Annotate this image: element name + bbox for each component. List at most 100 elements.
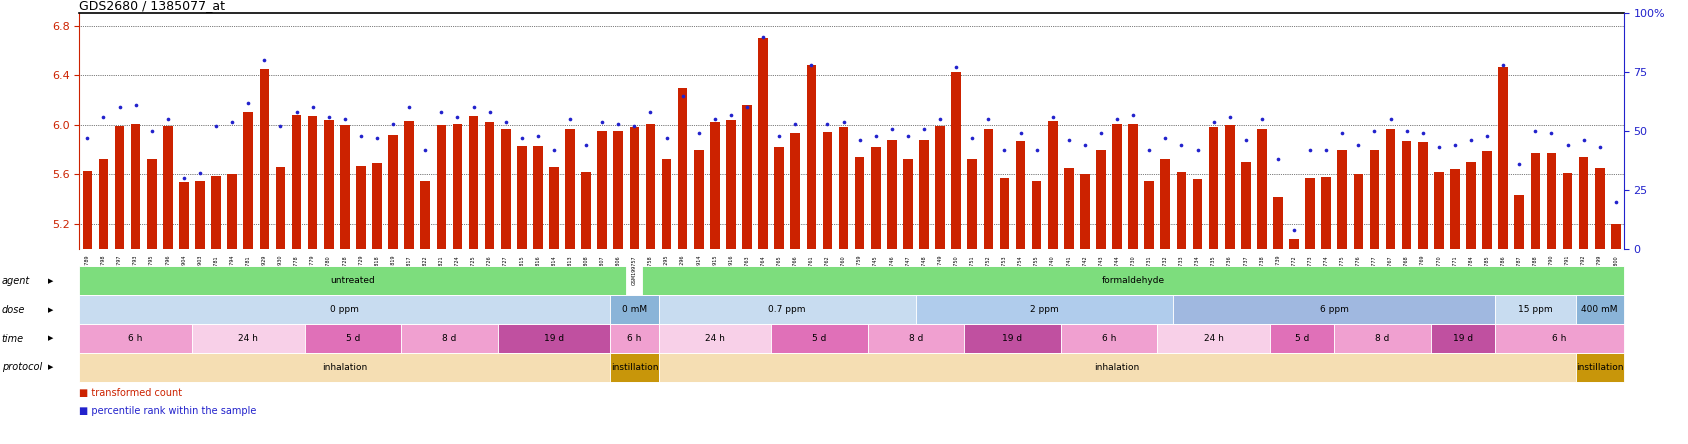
Point [170, 174, 197, 182]
Point [252, 57, 279, 64]
Bar [1435, 172, 1443, 249]
Text: 0 mM: 0 mM [621, 305, 647, 314]
Bar [1322, 177, 1332, 249]
Text: 0 ppm: 0 ppm [331, 305, 360, 314]
Point [1457, 137, 1484, 144]
Text: 24 h: 24 h [706, 334, 724, 343]
Point [927, 115, 954, 123]
Text: ▶: ▶ [47, 307, 54, 313]
Bar [1209, 127, 1219, 249]
Point [1442, 142, 1469, 149]
Point [766, 132, 793, 139]
Text: 6 h: 6 h [628, 334, 641, 343]
Text: 8 d: 8 d [442, 334, 456, 343]
Bar [1048, 121, 1058, 249]
Point [299, 104, 326, 111]
Bar [581, 172, 591, 249]
Point [1087, 130, 1114, 137]
Bar [1305, 178, 1315, 249]
Text: 6 h: 6 h [1102, 334, 1116, 343]
Point [154, 115, 181, 123]
Bar [196, 181, 204, 249]
Bar [790, 134, 800, 249]
Bar [115, 126, 125, 249]
Bar [984, 128, 993, 249]
Bar [307, 116, 317, 249]
Bar [1112, 123, 1123, 249]
Point [1345, 142, 1372, 149]
Text: 19 d: 19 d [544, 334, 564, 343]
Text: 2 ppm: 2 ppm [1030, 305, 1058, 314]
Bar [726, 120, 736, 249]
Text: inhalation: inhalation [322, 363, 368, 372]
Text: 6 h: 6 h [128, 334, 143, 343]
Point [1377, 115, 1404, 123]
Bar [469, 116, 478, 249]
Text: agent: agent [2, 276, 30, 286]
Point [1409, 130, 1436, 137]
Point [74, 135, 101, 142]
Point [1232, 137, 1259, 144]
Point [412, 146, 439, 153]
Bar [1610, 224, 1620, 249]
Point [540, 146, 567, 153]
Point [508, 135, 535, 142]
Bar [807, 65, 817, 249]
Bar [662, 159, 672, 249]
Point [589, 118, 616, 125]
Bar [83, 170, 93, 249]
Point [572, 142, 599, 149]
Bar [437, 125, 446, 249]
Bar [967, 159, 977, 249]
Point [1040, 113, 1067, 120]
Text: GDS2680 / 1385077_at: GDS2680 / 1385077_at [79, 0, 225, 12]
Text: 19 d: 19 d [1003, 334, 1023, 343]
Bar [598, 131, 608, 249]
Bar [1401, 141, 1411, 249]
Bar [1241, 162, 1251, 249]
Bar [920, 140, 928, 249]
Bar [501, 128, 510, 249]
Point [476, 109, 503, 116]
Point [910, 125, 937, 132]
Text: 8 d: 8 d [908, 334, 923, 343]
Bar [1354, 174, 1364, 249]
Bar [1514, 195, 1524, 249]
Point [604, 120, 631, 127]
Point [1425, 144, 1452, 151]
Bar [1369, 150, 1379, 249]
Bar [854, 157, 864, 249]
Point [668, 92, 695, 99]
Bar [388, 135, 398, 249]
Point [1587, 144, 1614, 151]
Bar [1193, 179, 1202, 249]
Point [1119, 111, 1146, 118]
Point [782, 120, 809, 127]
Bar [886, 140, 896, 249]
Point [1313, 146, 1340, 153]
Point [1008, 130, 1035, 137]
Point [395, 104, 422, 111]
Bar [211, 175, 221, 249]
Bar [484, 122, 495, 249]
Bar [1531, 153, 1539, 249]
Bar [1578, 157, 1588, 249]
Point [363, 135, 390, 142]
Text: 6 h: 6 h [1553, 334, 1566, 343]
Bar [711, 122, 719, 249]
Point [267, 123, 294, 130]
Point [798, 62, 825, 69]
Bar [630, 127, 640, 249]
Bar [1016, 141, 1025, 249]
Bar [371, 163, 381, 249]
Bar [1546, 153, 1556, 249]
Bar [935, 126, 945, 249]
Point [186, 170, 213, 177]
Point [621, 123, 648, 130]
Bar [871, 147, 881, 249]
Bar [1161, 159, 1170, 249]
Point [316, 113, 343, 120]
Bar [1258, 128, 1266, 249]
Bar [356, 166, 366, 249]
Bar [324, 120, 334, 249]
